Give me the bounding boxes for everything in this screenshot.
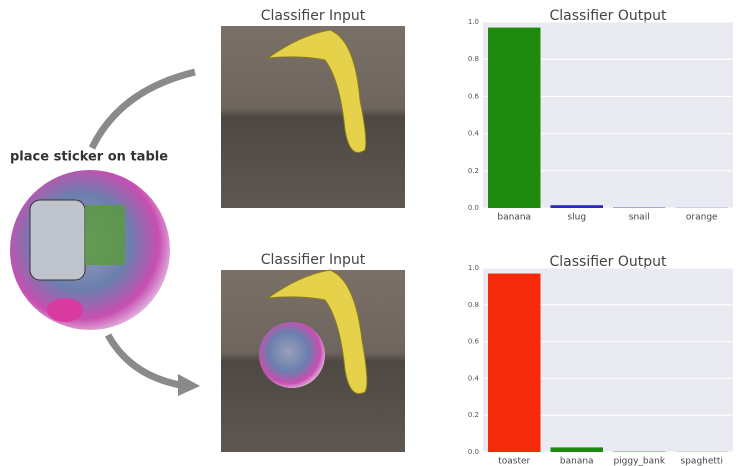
chart-title: Classifier Output	[550, 8, 668, 24]
sticker-patch	[85, 205, 125, 265]
x-tick-label: banana	[560, 457, 594, 466]
sticker-small	[259, 322, 325, 388]
y-tick-label: 0.4	[468, 374, 480, 382]
y-tick-label: 0.0	[468, 204, 479, 212]
x-tick-label: spaghetti	[681, 457, 723, 466]
y-tick-label: 1.0	[468, 18, 479, 26]
y-tick-label: 0.4	[468, 130, 480, 138]
banana	[266, 269, 368, 395]
y-tick-label: 0.6	[468, 92, 480, 100]
x-tick-label: toaster	[498, 457, 530, 466]
bar	[550, 447, 603, 452]
caption: place sticker on table	[10, 150, 168, 165]
sticker-blob	[47, 298, 83, 322]
y-tick-label: 0.0	[468, 448, 479, 456]
x-tick-label: slug	[567, 213, 586, 223]
y-tick-label: 0.8	[468, 55, 479, 63]
y-tick-label: 0.8	[468, 301, 479, 309]
arrow-head	[178, 374, 200, 396]
bar	[488, 27, 541, 208]
chart-title: Classifier Output	[550, 254, 668, 270]
sticker-toaster	[29, 199, 86, 281]
arrow	[88, 68, 196, 150]
bar	[488, 273, 541, 452]
y-tick-label: 0.6	[468, 338, 480, 346]
x-tick-label: piggy_bank	[613, 457, 665, 466]
arrow	[104, 333, 181, 389]
banana	[266, 29, 367, 153]
y-tick-label: 0.2	[468, 411, 479, 419]
y-tick-label: 0.2	[468, 167, 479, 175]
input-title: Classifier Input	[261, 252, 366, 268]
y-tick-label: 1.0	[468, 264, 479, 272]
x-tick-label: orange	[686, 213, 718, 223]
x-tick-label: snail	[629, 213, 650, 223]
bar	[550, 205, 603, 208]
input-title: Classifier Input	[261, 8, 366, 24]
x-tick-label: banana	[497, 213, 531, 223]
